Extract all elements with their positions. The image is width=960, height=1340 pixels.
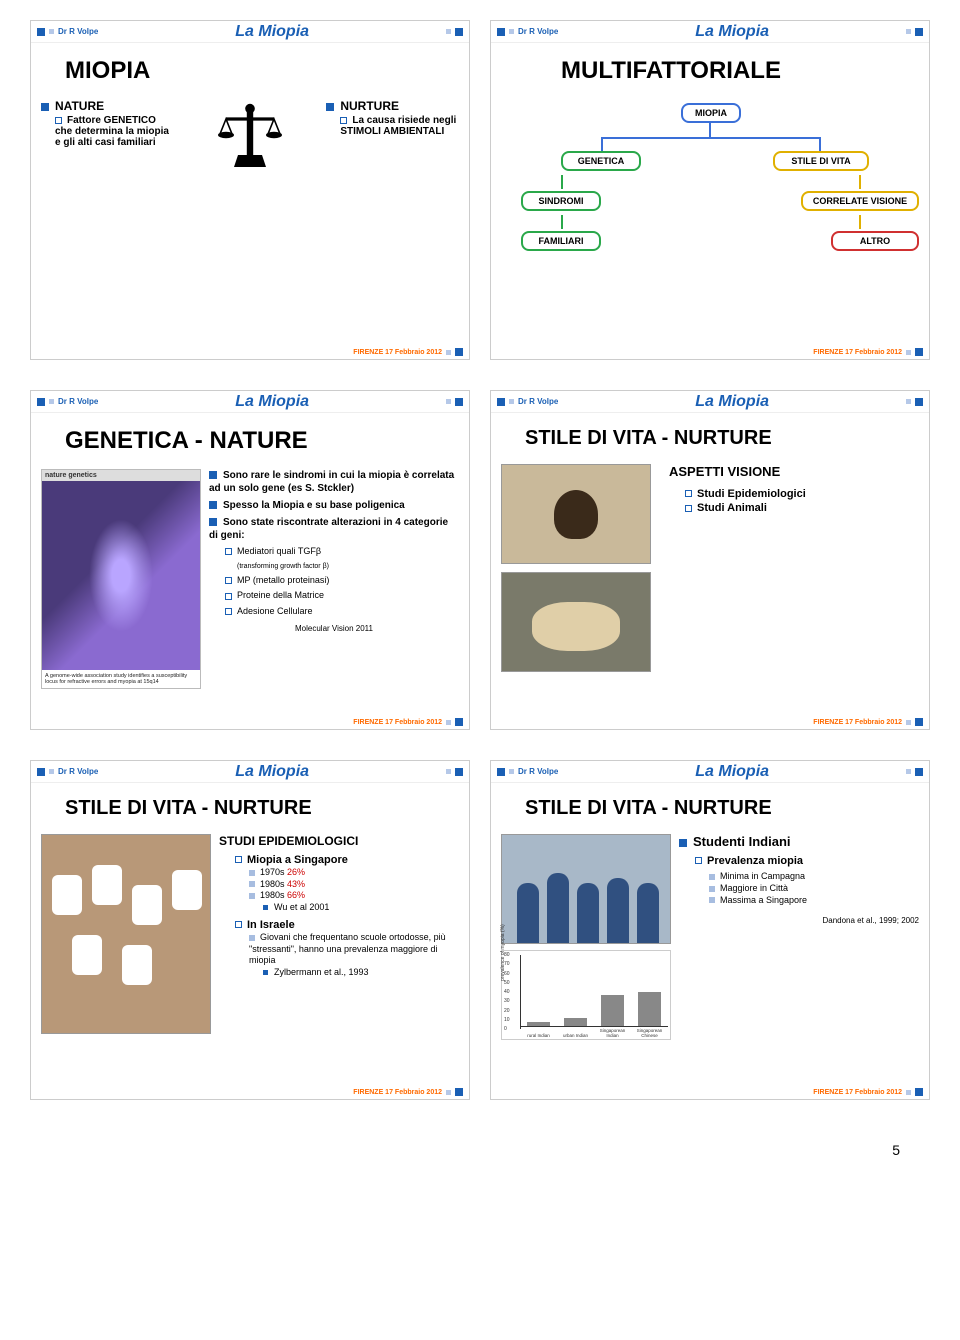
nature-label: NATURE	[55, 99, 104, 113]
box-miopia: MIOPIA	[681, 103, 741, 123]
thumb-child	[501, 572, 651, 672]
subhead: Prevalenza miopia	[707, 855, 803, 867]
footer: FIRENZE 17 Febbraio 2012	[353, 349, 442, 356]
bullet: Sono rare le sindromi in cui la miopia è…	[209, 470, 454, 494]
slide-title: MIOPIA	[65, 57, 459, 85]
slide-multifattoriale: Dr R Volpe La Miopia MULTIFATTORIALE MIO…	[490, 20, 930, 360]
section-head: Studenti Indiani	[693, 834, 791, 849]
slide-title: MULTIFATTORIALE	[561, 57, 919, 85]
slide-miopia: Dr R Volpe La Miopia MIOPIA NATURE Fatto…	[30, 20, 470, 360]
reference: Wu et al 2001	[274, 902, 329, 912]
thumb-students	[501, 834, 671, 944]
sub-bullet: Proteine della Matrice	[237, 590, 324, 600]
sub-bullet-note: (transforming growth factor β)	[237, 563, 329, 570]
box-stile: STILE DI VITA	[773, 151, 869, 171]
sub-bullet: MP (metallo proteinasi)	[237, 575, 329, 585]
reference: Molecular Vision 2011	[209, 624, 459, 633]
box-correlate: CORRELATE VISIONE	[801, 191, 919, 211]
scales-icon	[210, 99, 290, 179]
reference: Dandona et al., 1999; 2002	[679, 916, 919, 926]
bullet: Sono state riscontrate alterazioni in 4 …	[209, 517, 448, 541]
figure-caption: A genome-wide association study identifi…	[42, 670, 200, 688]
nurture-sub: La causa risiede negli STIMOLI AMBIENTAL…	[340, 115, 456, 137]
item: Massima a Singapore	[720, 895, 807, 905]
singapore-head: Miopia a Singapore	[247, 854, 348, 866]
brand: La Miopia	[235, 23, 309, 41]
box-familiari: FAMILIARI	[521, 231, 601, 251]
box-genetica: GENETICA	[561, 151, 641, 171]
nurture-label: NURTURE	[340, 99, 399, 113]
nature-sub: Fattore GENETICO che determina la miopia…	[55, 115, 169, 148]
sub-bullet: Mediatori quali TGFβ	[237, 546, 321, 556]
slide-header: Dr R Volpe La Miopia	[491, 21, 929, 43]
slide-title: GENETICA - NATURE	[65, 427, 459, 455]
author: Dr R Volpe	[58, 27, 98, 36]
slide-stile-nurture-aspetti: Dr R VolpeLa Miopia STILE DI VITA - NURT…	[490, 390, 930, 730]
item: Studi Epidemiologici	[697, 488, 806, 500]
slide-title: STILE DI VITA - NURTURE	[525, 427, 919, 450]
item: Minima in Campagna	[720, 871, 805, 881]
israele-text: Giovani che frequentano scuole ortodosse…	[249, 932, 446, 965]
pct: 43%	[287, 879, 305, 889]
thumb-children-reading	[41, 834, 211, 1034]
slide-stile-nurture-indiani: Dr R VolpeLa Miopia STILE DI VITA - NURT…	[490, 760, 930, 1100]
item: Maggiore in Città	[720, 883, 788, 893]
pct: 66%	[287, 890, 305, 900]
slide-stile-nurture-epidemio: Dr R VolpeLa Miopia STILE DI VITA - NURT…	[30, 760, 470, 1100]
section-head: STUDI EPIDEMIOLOGICI	[219, 834, 459, 850]
bullet: Spesso la Miopia e su base poligenica	[223, 500, 405, 511]
prevalence-chart: 01020304050607080prevalence of myopia (%…	[501, 950, 671, 1040]
thumb-monkey	[501, 464, 651, 564]
slide-genetica-nature: Dr R VolpeLa Miopia GENETICA - NATURE na…	[30, 390, 470, 730]
slide-header: Dr R Volpe La Miopia	[31, 21, 469, 43]
page-number: 5	[30, 1130, 930, 1158]
slide-title: STILE DI VITA - NURTURE	[65, 797, 459, 820]
chromosome-figure: nature genetics A genome-wide associatio…	[41, 469, 201, 689]
reference: Zylbermann et al., 1993	[274, 967, 369, 977]
box-sindromi: SINDROMI	[521, 191, 601, 211]
sub-bullet: Adesione Cellulare	[237, 606, 313, 616]
israele-head: In Israele	[247, 919, 295, 931]
item: Studi Animali	[697, 502, 767, 514]
pct: 26%	[287, 867, 305, 877]
section-head: ASPETTI VISIONE	[669, 464, 919, 481]
box-altro: ALTRO	[831, 231, 919, 251]
slide-title: STILE DI VITA - NURTURE	[525, 797, 919, 820]
